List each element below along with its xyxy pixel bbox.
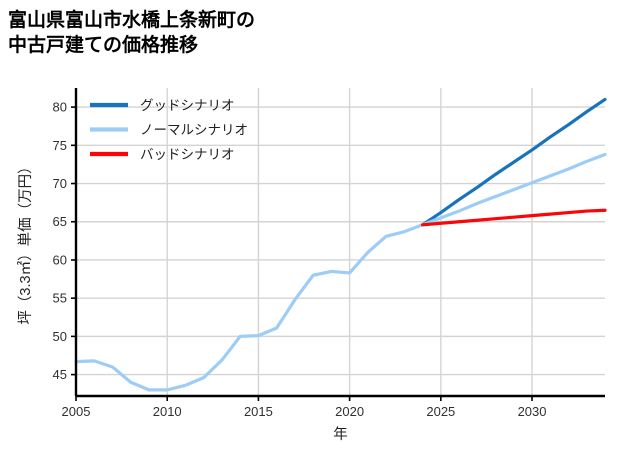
y-tick-label-75: 75 <box>53 138 67 153</box>
page-title: 富山県富山市水橋上条新町の 中古戸建ての価格推移 <box>8 10 256 57</box>
series-line-グッドシナリオ <box>420 97 607 227</box>
y-tick-label-60: 60 <box>53 252 67 267</box>
x-tick-label-2030: 2030 <box>518 404 547 419</box>
x-tick-label-2015: 2015 <box>244 404 273 419</box>
x-tick-label-2005: 2005 <box>62 404 91 419</box>
plot-area <box>76 88 605 396</box>
x-tick-label-2020: 2020 <box>335 404 364 419</box>
y-tick-label-50: 50 <box>53 329 67 344</box>
y-tick-label-65: 65 <box>53 214 67 229</box>
legend-label-バッドシナリオ: バッドシナリオ <box>140 147 235 162</box>
series-line-ノーマルシナリオ <box>74 152 607 392</box>
y-axis-title: 坪（3.3㎡）単価（万円） <box>17 159 34 324</box>
legend-label-ノーマルシナリオ: ノーマルシナリオ <box>140 123 248 138</box>
y-tick-label-55: 55 <box>53 291 67 306</box>
y-tick-label-70: 70 <box>53 176 67 191</box>
x-axis-title: 年 <box>333 426 348 443</box>
x-tick-label-2025: 2025 <box>426 404 455 419</box>
legend-label-グッドシナリオ: グッドシナリオ <box>140 98 235 113</box>
y-tick-label-80: 80 <box>53 100 67 115</box>
series-line-バッドシナリオ <box>420 208 607 227</box>
x-tick-label-2010: 2010 <box>153 404 182 419</box>
y-tick-label-45: 45 <box>53 367 67 382</box>
